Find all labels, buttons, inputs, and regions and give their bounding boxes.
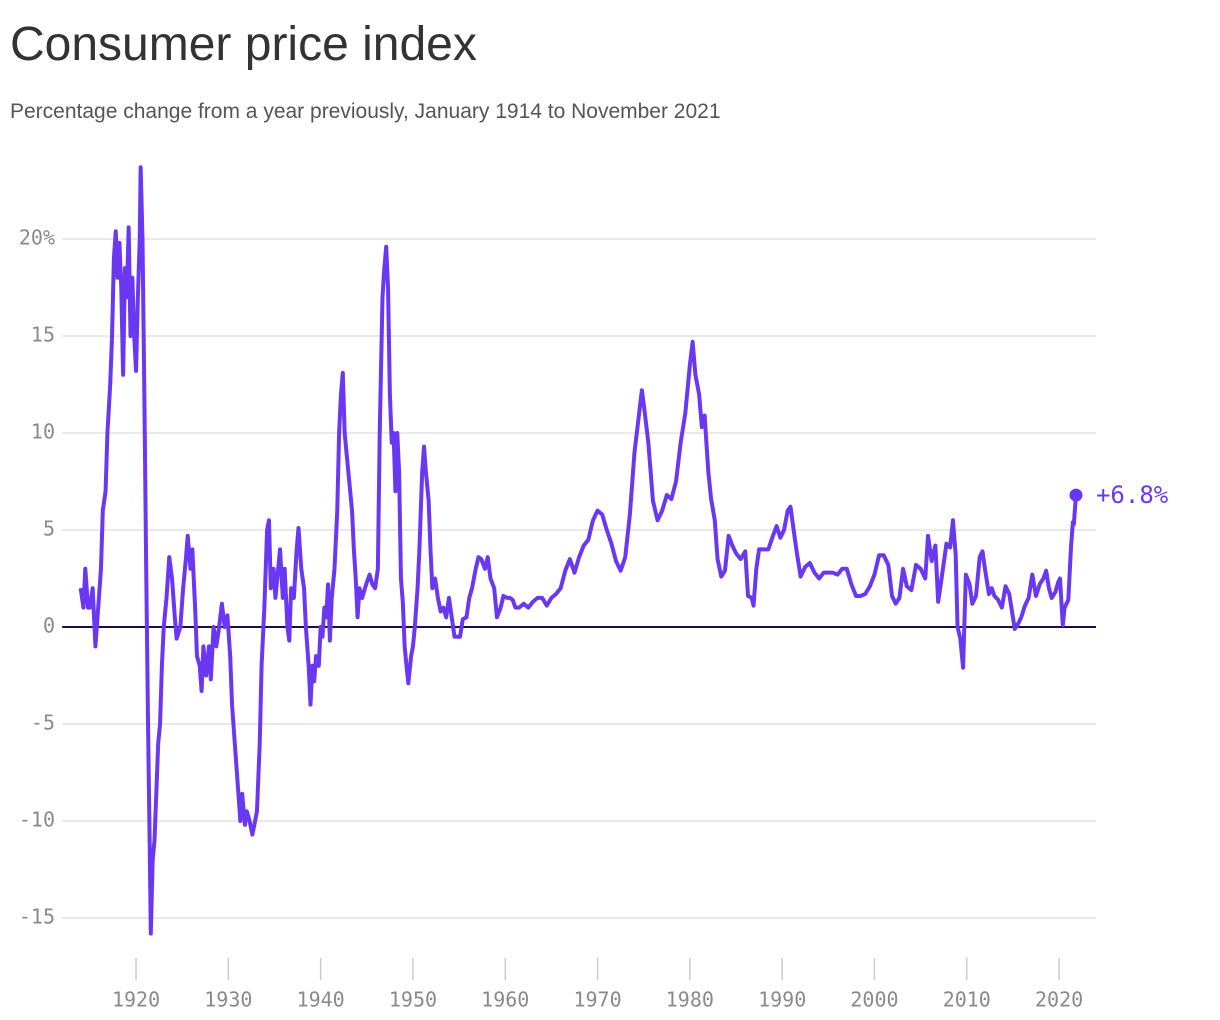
- x-tick-label: 1940: [297, 988, 345, 1012]
- y-tick-label: 15: [31, 323, 55, 347]
- x-tick-label: 1930: [204, 988, 252, 1012]
- end-label: +6.8%: [1096, 481, 1169, 509]
- chart-title: Consumer price index: [10, 18, 477, 71]
- x-tick-label: 2020: [1035, 988, 1083, 1012]
- y-tick-label: -15: [19, 905, 55, 929]
- cpi-line: [78, 165, 1078, 936]
- end-point: [1069, 488, 1083, 502]
- y-tick-label: 5: [43, 517, 55, 541]
- x-tick-label: 2000: [850, 988, 898, 1012]
- chart-subtitle: Percentage change from a year previously…: [10, 100, 721, 123]
- y-tick-label: 20%: [19, 226, 55, 250]
- x-tick-label: 1970: [573, 988, 621, 1012]
- x-tick-label: 2010: [943, 988, 991, 1012]
- x-tick-label: 1950: [389, 988, 437, 1012]
- x-tick-label: 1920: [112, 988, 160, 1012]
- y-tick-label: -5: [31, 711, 55, 735]
- x-tick-label: 1990: [758, 988, 806, 1012]
- x-tick-label: 1980: [666, 988, 714, 1012]
- x-tick-label: 1960: [481, 988, 529, 1012]
- y-tick-label: 10: [31, 420, 55, 444]
- y-tick-label: -10: [19, 808, 55, 832]
- y-tick-label: 0: [43, 614, 55, 638]
